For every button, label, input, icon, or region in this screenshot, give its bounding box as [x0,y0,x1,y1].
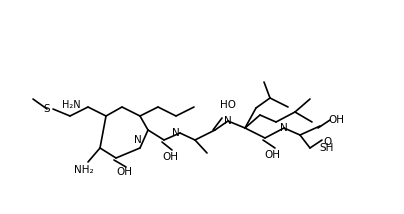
Text: N: N [224,116,232,126]
Text: OH: OH [162,152,178,162]
Text: O: O [323,137,331,147]
Text: HO: HO [220,100,236,110]
Text: OH: OH [116,167,132,177]
Text: NH₂: NH₂ [74,165,94,175]
Text: OH: OH [264,150,280,160]
Text: S: S [44,104,50,114]
Text: SH: SH [320,143,334,153]
Text: N: N [280,123,288,133]
Text: N: N [134,135,142,145]
Text: N: N [172,128,180,138]
Text: H₂N: H₂N [62,100,81,110]
Text: OH: OH [328,115,344,125]
